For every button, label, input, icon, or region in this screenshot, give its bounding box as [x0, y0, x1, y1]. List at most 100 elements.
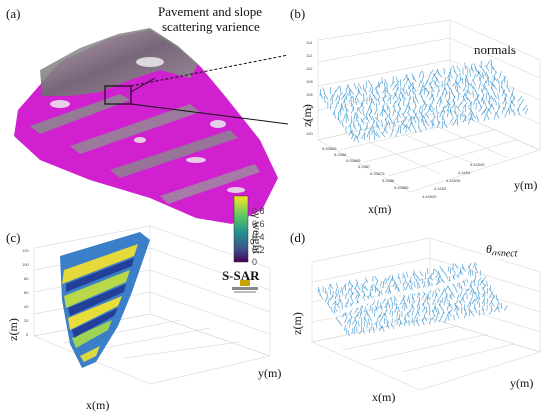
normal-arrow	[348, 129, 354, 136]
normal-arrow	[439, 96, 443, 104]
normal-arrow	[358, 329, 363, 335]
normal-arrow	[426, 267, 429, 274]
normal-arrow	[446, 304, 449, 311]
normal-arrow	[490, 86, 495, 94]
normal-arrow	[456, 65, 461, 72]
normal-arrow	[481, 97, 485, 105]
normal-arrow	[388, 302, 391, 309]
normal-arrow	[428, 69, 434, 77]
normal-arrow	[469, 289, 473, 296]
normal-arrow	[329, 283, 334, 290]
normal-arrow	[406, 104, 412, 111]
normal-arrow	[381, 77, 383, 85]
normal-arrow	[337, 97, 341, 105]
normal-arrow	[455, 105, 461, 112]
normal-arrow	[496, 106, 500, 114]
normal-arrow	[476, 298, 480, 304]
normal-arrow	[525, 107, 529, 115]
normal-arrow	[436, 121, 441, 128]
normal-arrow	[343, 114, 346, 122]
normal-arrow	[421, 277, 424, 285]
normal-arrow	[444, 76, 446, 84]
normal-arrow	[382, 127, 387, 134]
normal-arrow	[472, 277, 477, 284]
normal-arrow	[359, 123, 362, 131]
normal-arrow	[408, 297, 411, 304]
normal-arrow	[344, 100, 347, 108]
normal-arrow	[491, 295, 495, 301]
normal-arrow	[392, 84, 397, 91]
normal-arrow	[355, 282, 358, 289]
normal-arrow	[441, 121, 444, 129]
panel-d-legend: θaspect	[486, 242, 517, 259]
normal-arrow	[469, 271, 472, 278]
normal-arrow	[367, 318, 370, 325]
normal-arrow	[412, 116, 417, 124]
normal-arrow	[375, 87, 378, 95]
normal-arrow	[481, 298, 486, 305]
normal-arrow	[446, 310, 451, 317]
normal-arrow	[330, 306, 333, 313]
normal-arrow	[361, 317, 363, 324]
normal-arrow	[367, 80, 373, 87]
normal-arrow	[344, 301, 348, 308]
normal-arrow	[377, 91, 381, 98]
normal-arrow	[347, 297, 350, 304]
normal-arrow	[431, 299, 436, 305]
normal-arrow	[508, 107, 511, 115]
c-ztick: 120	[22, 248, 29, 253]
normal-arrow	[506, 85, 511, 93]
normal-arrow	[386, 320, 389, 327]
normal-arrow	[381, 305, 383, 312]
normal-arrow	[486, 113, 490, 120]
normal-arrow	[380, 290, 383, 297]
normal-arrow	[428, 79, 434, 86]
normal-arrow	[374, 84, 380, 91]
cbar-tick: 0.6	[252, 219, 265, 229]
normal-arrow	[335, 101, 338, 109]
normal-arrow	[464, 288, 468, 295]
normal-arrow	[385, 318, 390, 324]
normal-arrow	[447, 110, 449, 118]
normal-arrow	[394, 317, 399, 323]
normal-arrow	[349, 91, 352, 99]
normal-arrow	[376, 123, 381, 131]
normal-arrow	[333, 111, 336, 119]
normal-arrow	[404, 280, 409, 286]
normal-arrow	[352, 103, 355, 111]
normal-arrow	[422, 84, 427, 91]
normal-arrow	[390, 323, 395, 330]
normal-arrow	[387, 274, 391, 281]
normal-arrow	[369, 85, 373, 93]
normal-arrow	[402, 99, 405, 107]
normal-arrow	[449, 308, 453, 314]
normal-arrow	[471, 298, 476, 304]
normal-arrow	[376, 314, 381, 320]
normal-arrow	[344, 312, 348, 318]
normal-arrow	[366, 322, 368, 329]
normal-arrow	[397, 306, 400, 313]
normal-arrow	[489, 292, 493, 299]
normal-arrow	[444, 299, 446, 306]
normal-arrow	[350, 295, 353, 302]
normal-arrow	[485, 87, 490, 95]
normal-arrow	[416, 301, 420, 308]
normal-arrow	[486, 60, 490, 68]
normal-arrow	[493, 92, 498, 99]
normal-arrow	[475, 267, 479, 273]
normal-arrow	[483, 106, 488, 114]
normal-arrow	[389, 81, 395, 87]
normal-arrow	[426, 107, 431, 114]
normal-arrow	[400, 87, 402, 95]
normal-arrow	[417, 292, 420, 299]
normal-arrow	[455, 89, 461, 96]
normal-arrow	[421, 116, 424, 124]
normal-arrow	[447, 311, 453, 317]
normal-arrow	[481, 305, 484, 312]
normal-arrow	[369, 93, 371, 101]
normal-arrow	[433, 317, 438, 323]
normal-arrow	[462, 102, 468, 109]
normal-arrow	[386, 323, 390, 330]
